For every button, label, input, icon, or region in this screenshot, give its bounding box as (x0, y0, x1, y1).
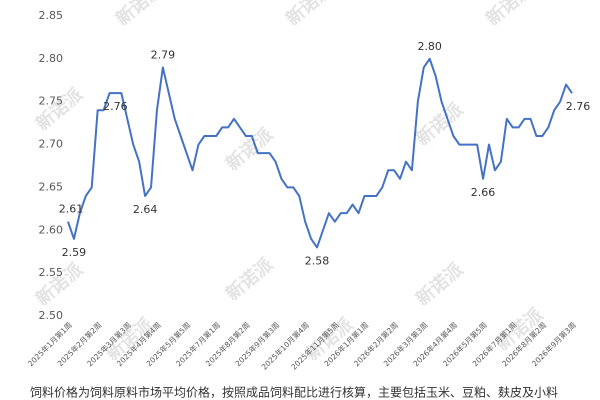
series-line (67, 57, 573, 249)
value-label: 2.64 (133, 203, 158, 216)
y-tick-label: 2.60 (39, 223, 64, 236)
y-tick-label: 2.70 (39, 138, 64, 151)
watermark: 新诺派 (32, 83, 88, 135)
y-tick-label: 2.85 (39, 9, 64, 22)
watermark: 新诺派 (222, 123, 278, 175)
value-label: 2.80 (417, 40, 442, 53)
value-label: 2.76 (566, 100, 591, 113)
y-tick-label: 2.50 (39, 309, 64, 322)
watermark: 新诺派 (112, 0, 168, 30)
value-label: 2.79 (151, 48, 176, 61)
value-label: 2.66 (471, 186, 496, 199)
watermark: 新诺派 (282, 0, 338, 30)
watermark: 新诺派 (482, 0, 538, 30)
value-label: 2.58 (305, 254, 330, 267)
y-tick-label: 2.75 (39, 95, 64, 108)
watermark: 新诺派 (412, 98, 468, 150)
value-label: 2.61 (59, 203, 84, 216)
y-tick-label: 2.80 (39, 52, 64, 65)
value-label: 2.59 (62, 246, 87, 259)
caption: 饲料价格为饲料原料市场平均价格，按照成品饲料配比进行核算，主要包括玉米、豆粕、麸… (30, 385, 558, 400)
y-tick-label: 2.65 (39, 180, 64, 193)
value-label: 2.76 (103, 100, 128, 113)
watermark: 新诺派 (412, 258, 468, 310)
watermark: 新诺派 (222, 253, 278, 305)
y-tick-label: 2.55 (39, 266, 64, 279)
